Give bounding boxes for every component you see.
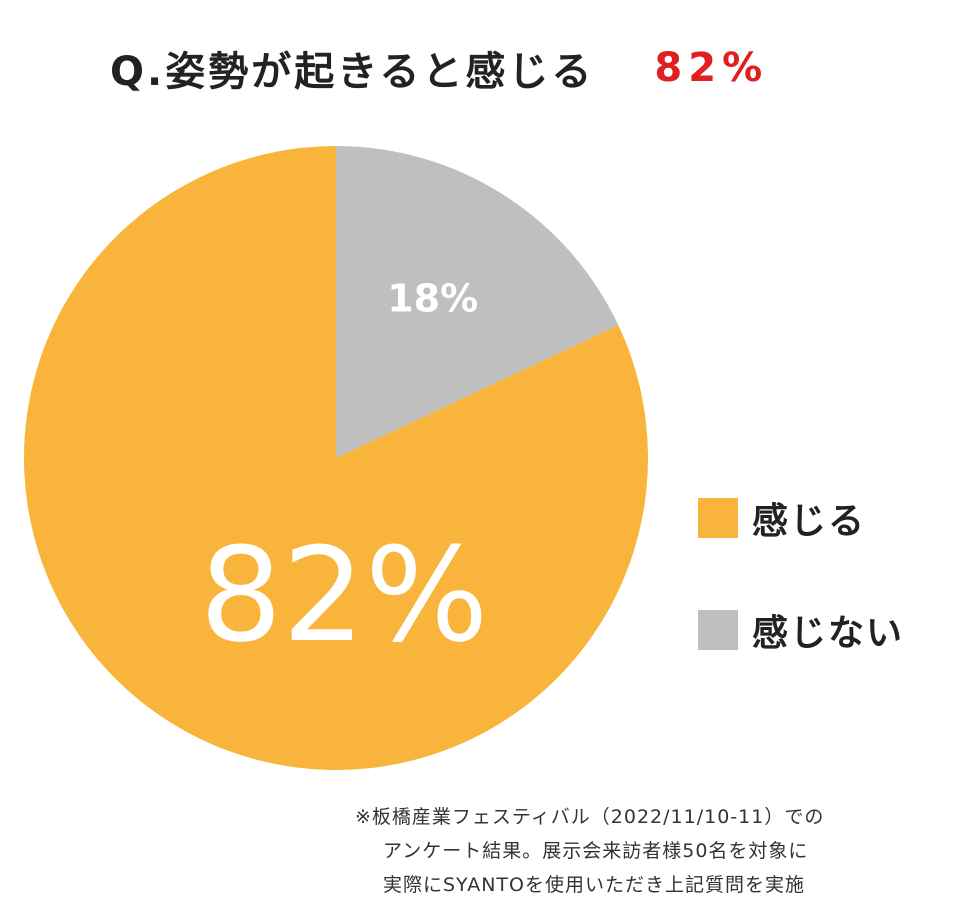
footnote-line: ※板橋産業フェスティバル（2022/11/10-11）での [355, 806, 825, 828]
legend-label-kanjinai: 感じない [752, 613, 905, 654]
legend-label-kanjiru: 感じる [752, 501, 867, 542]
pie-slice [336, 146, 619, 458]
legend-item-kanjiru: 感じる [698, 488, 904, 548]
legend-swatch-kanjiru [698, 498, 738, 538]
footnote-line: アンケート結果。展示会来訪者様50名を対象に [383, 840, 809, 862]
chart-legend: 感じる 感じない [698, 488, 904, 712]
chart-title: Q.姿勢が起きると感じる [110, 49, 595, 95]
pie-slice [24, 146, 649, 770]
pie-slice-label: 82% [200, 519, 489, 671]
footnote-line: 実際にSYANTOを使用いただき上記質問を実施 [383, 874, 805, 896]
chart-title-row: Q.姿勢が起きると感じる 82% [110, 38, 768, 98]
chart-title-highlight: 82% [654, 45, 769, 91]
survey-footnote: ※板橋産業フェスティバル（2022/11/10-11）での アンケート結果。展示… [355, 800, 965, 902]
legend-swatch-kanjinai [698, 610, 738, 650]
legend-item-kanjinai: 感じない [698, 600, 904, 660]
pie-slice-label: 18% [387, 277, 478, 321]
